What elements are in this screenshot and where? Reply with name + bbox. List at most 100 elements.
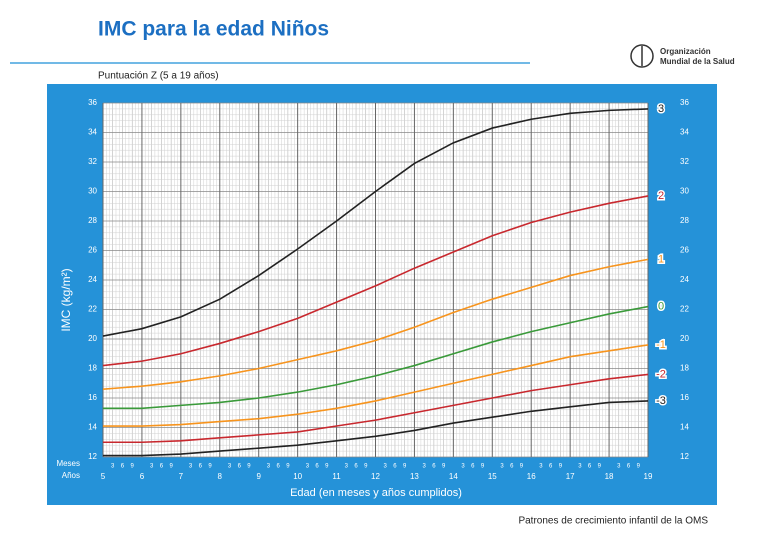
month-label: 6 — [627, 464, 631, 470]
x-axis-title: Edad (en meses y años cumplidos) — [290, 487, 462, 499]
month-label: 6 — [432, 464, 436, 470]
org-name: Organización — [660, 47, 711, 56]
series-line — [103, 373, 649, 444]
month-label: 3 — [500, 464, 504, 470]
month-label: 9 — [131, 464, 135, 470]
month-label: 6 — [121, 464, 125, 470]
y-tick-label: 30 — [680, 187, 689, 196]
series-line — [103, 400, 649, 457]
y-tick-label: 20 — [88, 334, 97, 343]
x-tick-label: 12 — [371, 472, 380, 481]
x-tick-label: 13 — [410, 472, 419, 481]
x-unit-label: Meses — [56, 459, 80, 468]
page-title: IMC para la edad Niños — [98, 18, 329, 41]
month-label: 9 — [559, 464, 563, 470]
x-tick-label: 7 — [179, 472, 184, 481]
y-tick-label: 28 — [88, 216, 97, 225]
y-tick-label: 18 — [680, 364, 689, 373]
month-label: 6 — [354, 464, 358, 470]
series-label: 3 — [658, 103, 664, 115]
x-tick-label: 9 — [256, 472, 261, 481]
x-tick-label: 18 — [605, 472, 614, 481]
series-label: -3 — [656, 395, 666, 407]
y-tick-label: 30 — [88, 187, 97, 196]
month-label: 6 — [238, 464, 242, 470]
month-label: 9 — [169, 464, 173, 470]
y-tick-label: 18 — [88, 364, 97, 373]
month-label: 6 — [277, 464, 281, 470]
month-label: 9 — [520, 464, 524, 470]
y-tick-label: 26 — [88, 246, 97, 255]
x-tick-label: 8 — [218, 472, 223, 481]
subtitle: Puntuación Z (5 a 19 años) — [98, 71, 219, 82]
y-tick-label: 14 — [680, 423, 689, 432]
month-label: 9 — [364, 464, 368, 470]
x-tick-label: 14 — [449, 472, 458, 481]
y-tick-label: 22 — [88, 305, 97, 314]
series-line — [102, 108, 649, 337]
x-tick-label: 15 — [488, 472, 497, 481]
series-label: 2 — [658, 190, 664, 202]
x-unit-label: Años — [62, 471, 80, 480]
x-tick-label: 6 — [140, 472, 145, 481]
y-tick-label: 36 — [680, 98, 689, 107]
month-label: 6 — [315, 464, 319, 470]
org-logo: Organización Mundial de la Salud — [630, 44, 735, 68]
month-label: 3 — [617, 464, 621, 470]
series-label: -2 — [656, 368, 666, 380]
month-label: 9 — [442, 464, 446, 470]
month-label: 9 — [286, 464, 290, 470]
y-tick-label: 24 — [680, 275, 689, 284]
y-tick-label: 16 — [680, 393, 689, 402]
grid — [102, 102, 649, 458]
y-tick-label: 16 — [88, 393, 97, 402]
month-label: 9 — [598, 464, 602, 470]
y-tick-label: 20 — [680, 334, 689, 343]
y-tick-label: 12 — [680, 452, 689, 461]
month-label: 3 — [228, 464, 232, 470]
month-label: 3 — [461, 464, 465, 470]
month-label: 6 — [549, 464, 553, 470]
month-label: 3 — [345, 464, 349, 470]
month-label: 9 — [325, 464, 329, 470]
month-label: 3 — [111, 464, 115, 470]
y-tick-label: 12 — [88, 452, 97, 461]
footer: Patrones de crecimiento infantil de la O… — [518, 516, 708, 527]
y-tick-label: 36 — [88, 98, 97, 107]
x-tick-label: 11 — [332, 472, 341, 481]
x-tick-label: 5 — [101, 472, 106, 481]
y-axis-title: IMC (kg/m²) — [59, 268, 73, 331]
series-label: 1 — [658, 253, 664, 265]
lines — [102, 108, 649, 457]
month-label: 6 — [160, 464, 164, 470]
org-name: Mundial de la Salud — [660, 57, 735, 66]
y-tick-label: 28 — [680, 216, 689, 225]
y-tick-label: 32 — [680, 157, 689, 166]
month-label: 3 — [189, 464, 193, 470]
month-label: 6 — [588, 464, 592, 470]
series-line — [102, 195, 649, 367]
month-label: 9 — [247, 464, 251, 470]
month-label: 9 — [481, 464, 485, 470]
month-label: 6 — [471, 464, 475, 470]
month-label: 9 — [208, 464, 212, 470]
y-tick-label: 14 — [88, 423, 97, 432]
series-line — [102, 258, 649, 390]
month-label: 6 — [393, 464, 397, 470]
month-label: 3 — [267, 464, 271, 470]
month-label: 3 — [539, 464, 543, 470]
month-label: 3 — [384, 464, 388, 470]
month-label: 3 — [578, 464, 582, 470]
y-tick-label: 32 — [88, 157, 97, 166]
series-line — [103, 305, 649, 410]
x-tick-label: 10 — [293, 472, 302, 481]
series-label: 0 — [658, 300, 664, 312]
month-label: 6 — [199, 464, 203, 470]
month-label: 3 — [306, 464, 310, 470]
y-tick-label: 24 — [88, 275, 97, 284]
y-tick-label: 26 — [680, 246, 689, 255]
month-label: 6 — [510, 464, 514, 470]
month-label: 3 — [150, 464, 154, 470]
